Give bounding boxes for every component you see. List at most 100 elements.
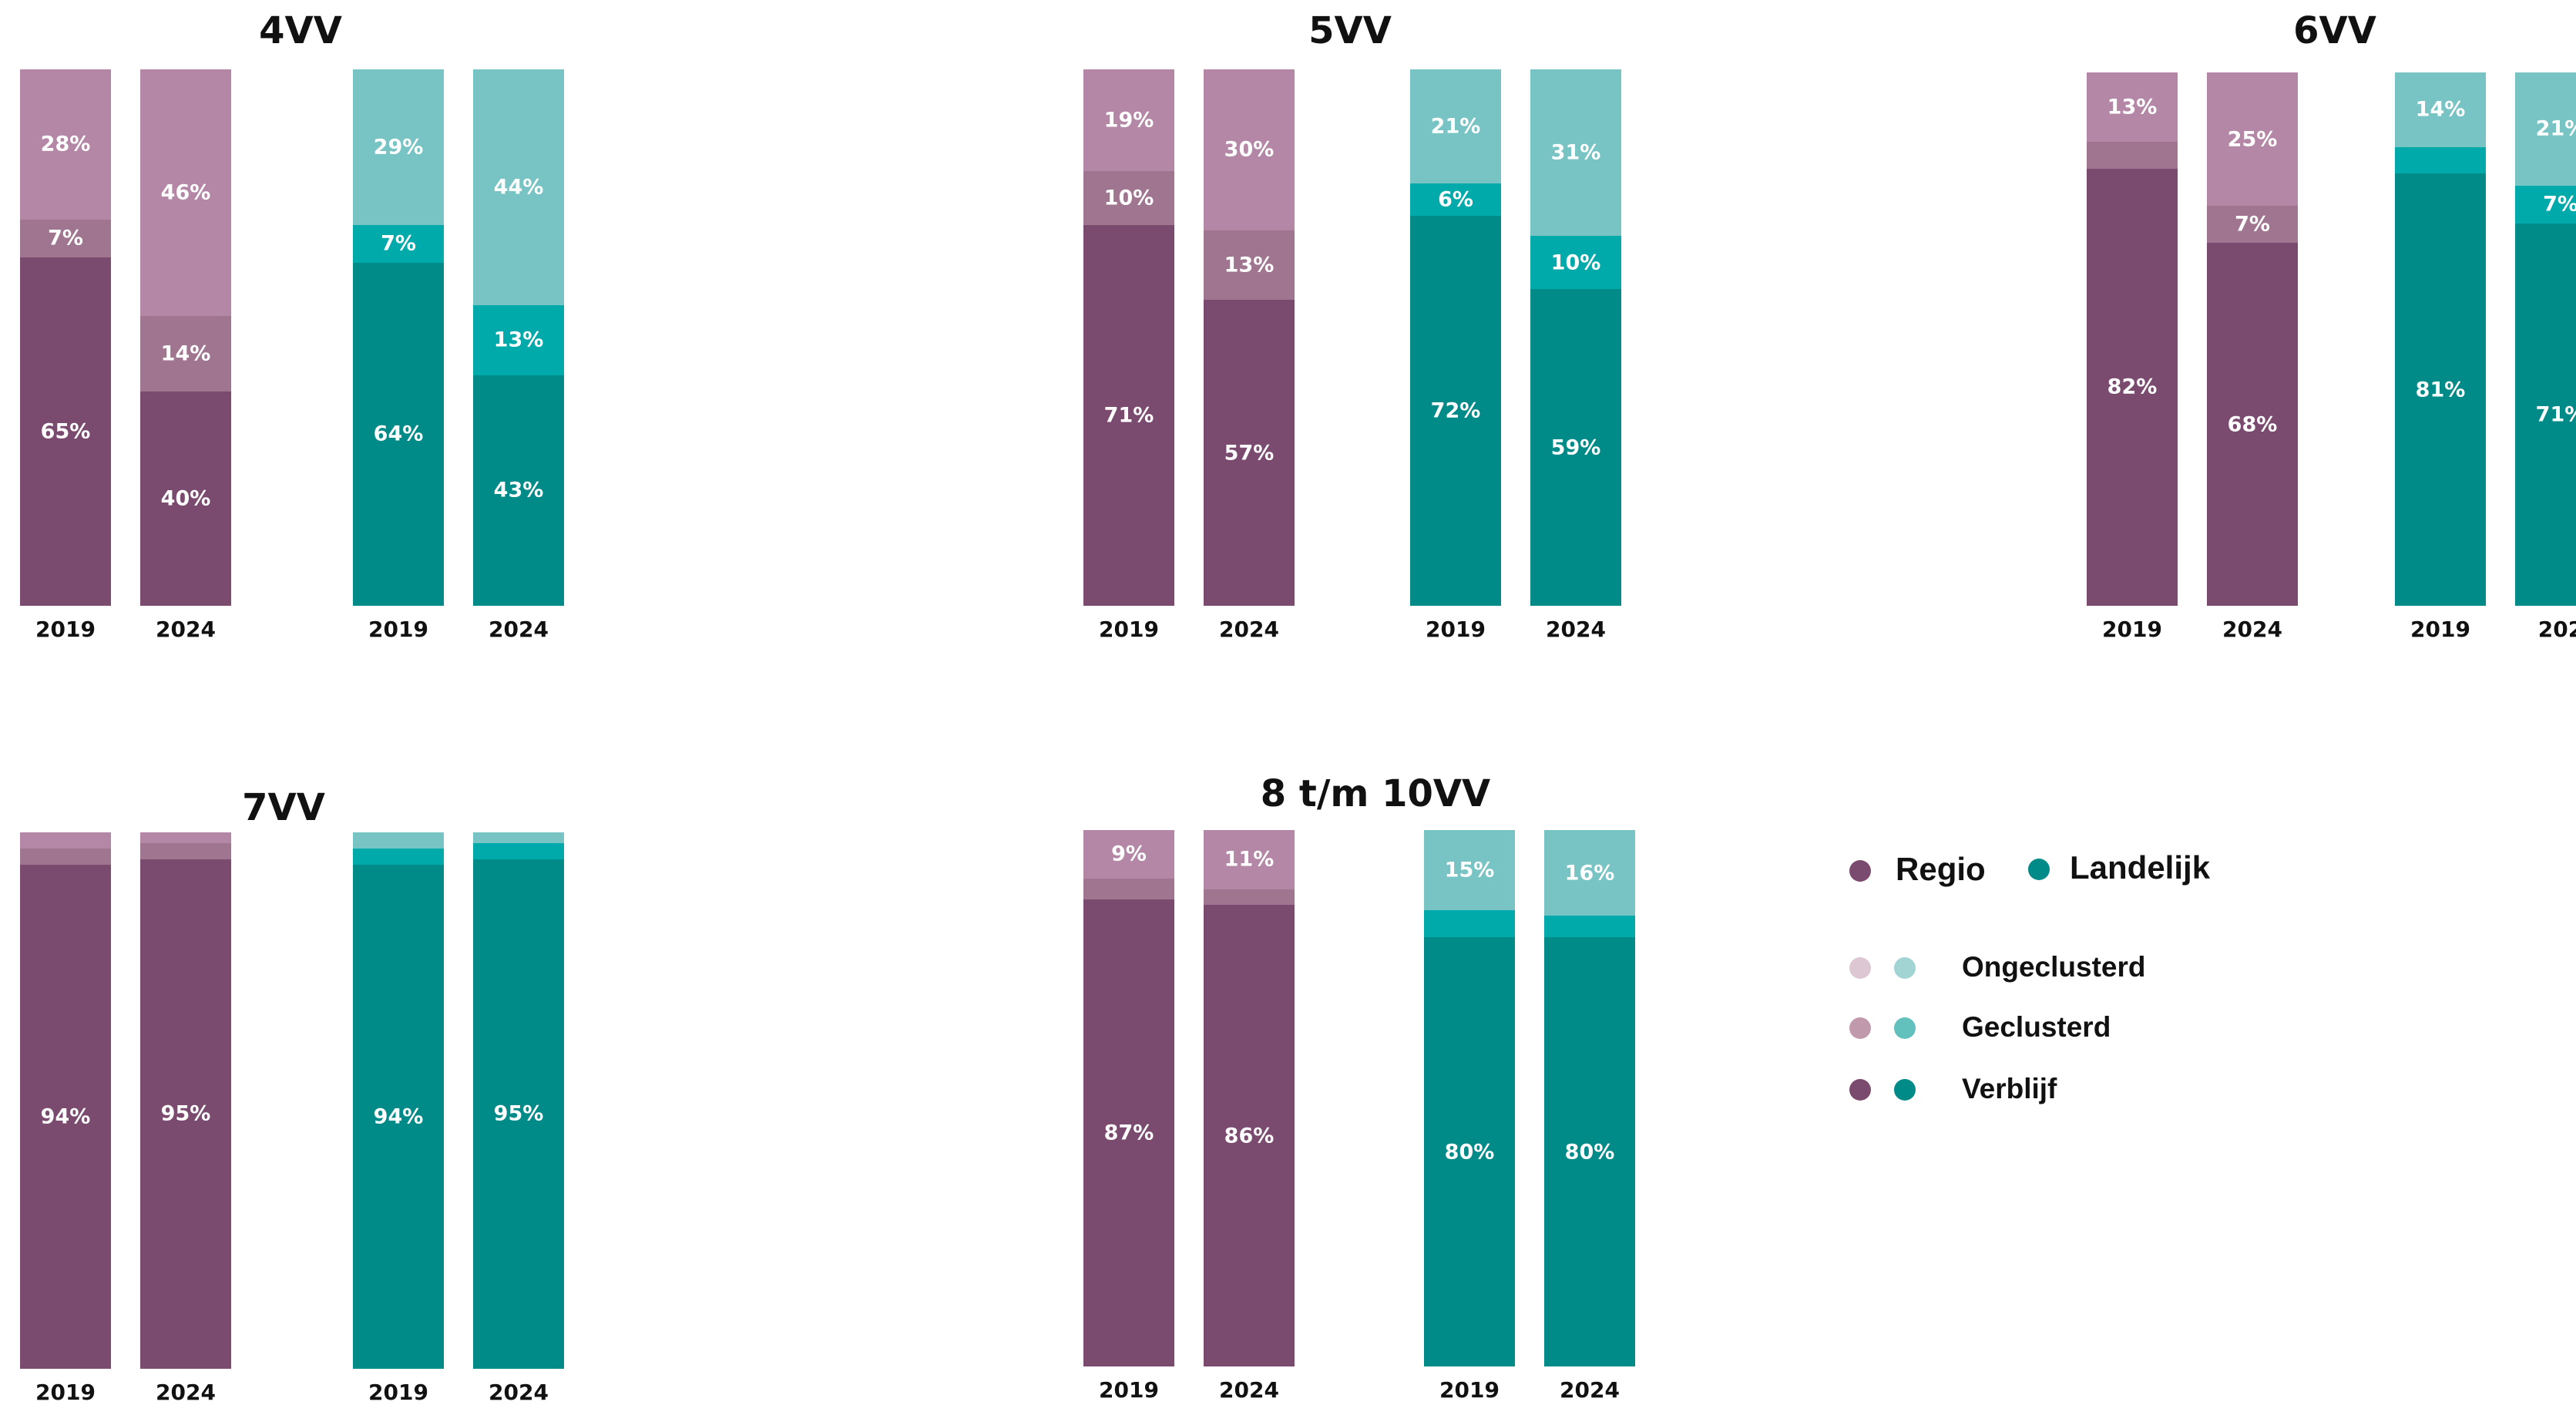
bar-segment-verblijf <box>1544 937 1635 1366</box>
bar-segment-geclusterd <box>1204 889 1295 906</box>
bar-segment-geclusterd <box>2087 141 2178 169</box>
data-label: 94% <box>40 1104 91 1129</box>
legend-landelijk-dot <box>2028 859 2050 880</box>
bar-segment-geclusterd <box>1410 183 1501 216</box>
data-label: 7% <box>2543 192 2576 217</box>
legend-regio-geclusterd-dot <box>1849 1017 1871 1039</box>
bar-segment-ongeclusterd <box>1424 830 1515 911</box>
bar-segment-geclusterd <box>2395 146 2486 174</box>
bar-segment-verblijf <box>473 375 564 606</box>
data-label: 10% <box>1550 250 1601 275</box>
x-tick-label: 2024 <box>489 1380 549 1405</box>
bar-segment-ongeclusterd <box>1083 69 1174 172</box>
data-label: 57% <box>1224 441 1275 466</box>
legend-landelijk-geclusterd-dot <box>1894 1017 1916 1039</box>
data-label: 19% <box>1103 108 1154 133</box>
bar-segment-verblijf <box>140 859 231 1369</box>
bar-segment-geclusterd <box>473 305 564 375</box>
data-label: 71% <box>2535 402 2576 427</box>
bar-segment-geclusterd <box>2207 206 2298 244</box>
bar-segment-verblijf <box>20 864 111 1369</box>
x-tick-label: 2019 <box>368 1380 428 1405</box>
bar-segment-verblijf <box>140 391 231 606</box>
data-label: 15% <box>1444 858 1495 882</box>
x-tick-label: 2024 <box>1219 1377 1279 1403</box>
x-tick-label: 2024 <box>1219 617 1279 642</box>
x-tick-label: 2024 <box>2222 617 2282 642</box>
legend-regio-verblijf-dot <box>1849 1079 1871 1101</box>
x-tick-label: 2019 <box>2102 617 2162 642</box>
bar-segment-ongeclusterd <box>1204 830 1295 889</box>
bar-segment-ongeclusterd <box>1544 830 1635 916</box>
bar-segment-verblijf <box>2207 243 2298 606</box>
x-tick-label: 2019 <box>1099 1377 1159 1403</box>
bar-segment-verblijf <box>2395 173 2486 606</box>
data-label: 59% <box>1550 435 1601 460</box>
bar-segment-geclusterd <box>473 842 564 859</box>
legend: Regio Landelijk Ongeclusterd Geclusterd … <box>1834 840 2265 1118</box>
bar-segment-verblijf <box>1410 215 1501 606</box>
bar-segment-verblijf <box>1083 899 1174 1366</box>
bar-segment-ongeclusterd <box>473 832 564 843</box>
bar-segment-ongeclusterd <box>2515 72 2576 186</box>
data-label: 13% <box>1224 253 1275 277</box>
bar-segment-ongeclusterd <box>140 832 231 843</box>
data-label: 95% <box>160 1101 211 1126</box>
x-tick-label: 2024 <box>1560 1377 1620 1403</box>
data-label: 28% <box>40 132 91 156</box>
data-label: 64% <box>373 422 424 446</box>
data-label: 16% <box>1564 861 1615 886</box>
bar-segment-ongeclusterd <box>353 69 444 225</box>
data-label: 81% <box>2415 378 2466 402</box>
data-label: 30% <box>1224 137 1275 162</box>
bar-segment-geclusterd <box>1083 878 1174 900</box>
x-tick-label: 2019 <box>1099 617 1159 642</box>
bar-segment-ongeclusterd <box>1530 69 1621 236</box>
x-tick-label: 2024 <box>156 617 216 642</box>
x-tick-label: 2019 <box>1439 1377 1500 1403</box>
x-tick-label: 2024 <box>489 617 549 642</box>
data-label: 82% <box>2107 375 2158 399</box>
chart-title: 7VV <box>242 786 325 829</box>
chart-title: 6VV <box>2293 9 2376 52</box>
data-label: 80% <box>1444 1140 1495 1165</box>
data-label: 31% <box>1550 140 1601 165</box>
data-label: 94% <box>373 1104 424 1129</box>
x-tick-label: 2019 <box>368 617 428 642</box>
data-label: 14% <box>160 341 211 366</box>
legend-regio-ongeclusterd-dot <box>1849 957 1871 979</box>
data-label: 87% <box>1103 1121 1154 1145</box>
bar-segment-ongeclusterd <box>1204 69 1295 230</box>
bar-segment-geclusterd <box>1204 230 1295 301</box>
bar-segment-verblijf <box>1204 905 1295 1366</box>
bar-segment-ongeclusterd <box>20 832 111 849</box>
bar-segment-geclusterd <box>353 224 444 263</box>
legend-landelijk-ongeclusterd-dot <box>1894 957 1916 979</box>
legend-geclusterd-label: Geclusterd <box>1962 1011 2111 1043</box>
bar-segment-geclusterd <box>1424 910 1515 938</box>
data-label: 14% <box>2415 97 2466 122</box>
legend-ongeclusterd-label: Ongeclusterd <box>1962 951 2146 983</box>
x-tick-label: 2019 <box>1426 617 1486 642</box>
x-tick-label: 2019 <box>35 1380 96 1405</box>
bar-segment-ongeclusterd <box>140 69 231 317</box>
bar-segment-verblijf <box>2515 223 2576 606</box>
data-label: 65% <box>40 419 91 444</box>
legend-verblijf-label: Verblijf <box>1962 1073 2057 1104</box>
bar-segment-verblijf <box>20 257 111 606</box>
data-label: 68% <box>2227 412 2278 437</box>
data-label: 7% <box>381 231 416 256</box>
bar-segment-verblijf <box>473 859 564 1369</box>
x-tick-label: 2024 <box>1546 617 1606 642</box>
data-label: 13% <box>493 328 544 352</box>
data-label: 86% <box>1224 1124 1275 1148</box>
chart-title: 4VV <box>259 9 342 52</box>
data-label: 40% <box>160 486 211 511</box>
chart-title: 5VV <box>1308 9 1392 52</box>
data-label: 6% <box>1438 187 1473 212</box>
data-label: 10% <box>1103 186 1154 210</box>
legend-regio-dot <box>1849 860 1871 882</box>
x-tick-label: 2019 <box>2410 617 2470 642</box>
bar-segment-ongeclusterd <box>2207 72 2298 206</box>
